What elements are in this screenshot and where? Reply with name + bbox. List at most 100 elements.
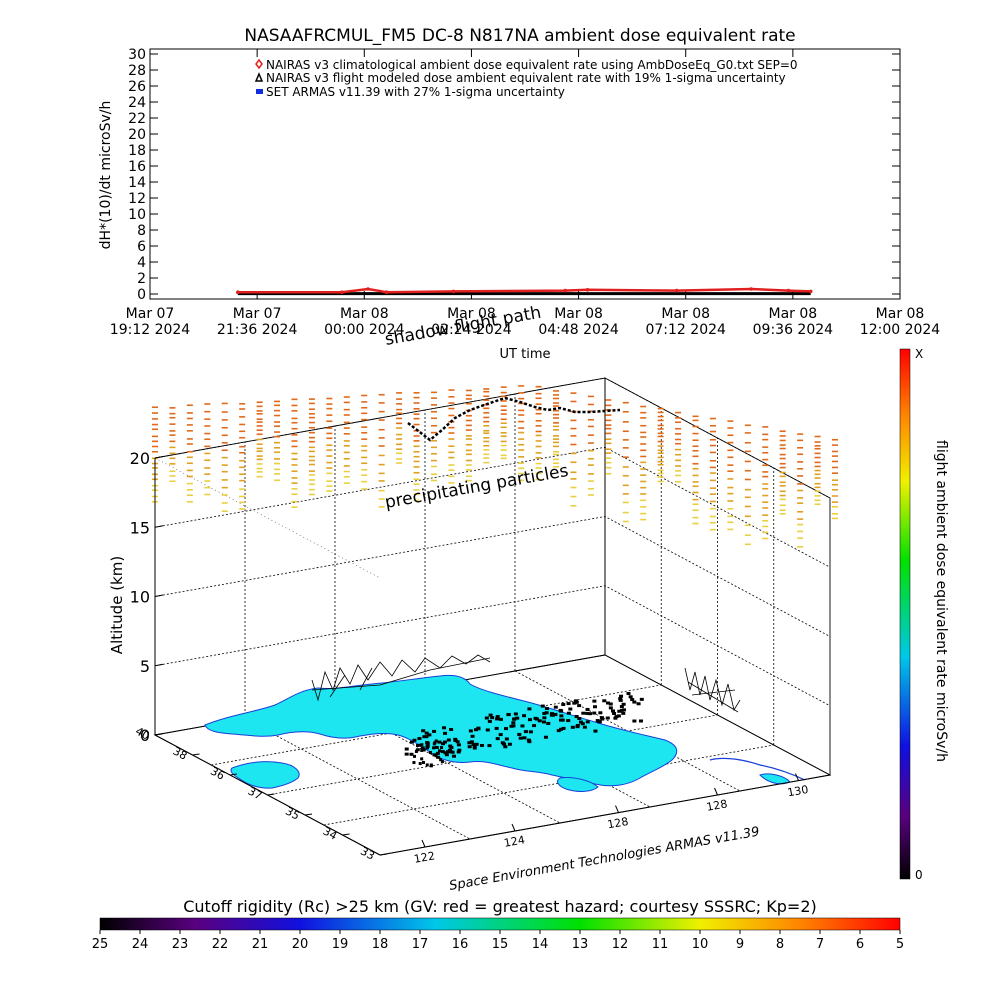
altitude-tick-label: 5 <box>140 657 150 676</box>
altitude-profile-scribble-right <box>684 667 741 713</box>
latitude-tick-label: 37 <box>246 785 264 803</box>
track-point <box>432 746 436 750</box>
track-point <box>412 738 417 742</box>
track-point <box>488 713 493 717</box>
track-point <box>425 763 429 767</box>
track-point <box>420 757 424 761</box>
track-point <box>540 704 545 708</box>
track-point <box>501 742 506 746</box>
precipitating-particles-label: precipitating particles <box>383 461 570 513</box>
track-point <box>619 694 624 698</box>
cutoff-tick-label: 23 <box>172 937 189 952</box>
coast-east <box>709 757 806 781</box>
dose-colorbar <box>899 348 911 880</box>
track-point <box>429 764 433 768</box>
latitude-tick-mark <box>229 773 238 776</box>
latitude-tick-label: 34 <box>321 825 339 843</box>
track-point <box>621 711 626 715</box>
track-point <box>439 758 443 762</box>
cutoff-colorbar-title: Cutoff rigidity (Rc) >25 km (GV: red = g… <box>183 897 817 916</box>
y-tick-label: 26 <box>128 79 146 95</box>
chart-title: NASAAFRCMUL_FM5 DC-8 N817NA ambient dose… <box>244 26 795 46</box>
track-point <box>404 747 409 751</box>
series-climatological-point <box>749 287 753 291</box>
track-point <box>484 716 489 720</box>
cutoff-tick-label: 9 <box>736 937 744 952</box>
longitude-tick-mark <box>615 805 619 813</box>
y-tick-label: 8 <box>137 223 146 239</box>
track-point <box>432 753 437 757</box>
series-climatological-point <box>585 288 590 292</box>
track-point <box>455 740 460 744</box>
track-point <box>434 754 438 758</box>
series-climatological-point <box>786 288 791 293</box>
track-point <box>598 711 603 715</box>
track-point <box>535 717 540 721</box>
track-point <box>446 738 451 742</box>
x-tick-label-time: 07:12 2024 <box>645 322 726 338</box>
track-point <box>613 716 618 720</box>
track-point <box>409 740 414 744</box>
cutoff-tick-label: 14 <box>532 937 549 952</box>
track-point <box>619 708 624 712</box>
latitude-tick-mark <box>154 733 163 736</box>
track-point <box>472 744 477 748</box>
altitude-profile-scribble <box>311 654 491 702</box>
altitude-grid-line <box>154 585 831 707</box>
track-point <box>581 711 586 715</box>
y-tick-label: 22 <box>128 111 146 127</box>
track-point <box>561 702 566 706</box>
track-point <box>630 698 635 702</box>
y-tick-label: 6 <box>137 239 146 255</box>
track-point <box>527 718 532 722</box>
track-point <box>467 741 472 745</box>
track-point <box>504 737 509 741</box>
series-climatological-point <box>384 290 389 295</box>
cutoff-tick-label: 13 <box>572 937 589 952</box>
track-point <box>451 754 456 758</box>
track-point <box>518 736 523 740</box>
track-point <box>611 709 616 713</box>
series-climatological-point <box>235 290 240 295</box>
track-point <box>556 729 561 733</box>
track-point <box>542 716 547 720</box>
series-layer <box>235 287 813 296</box>
series-climatological-line <box>237 287 811 294</box>
x-tick-label-time: 00:00 2024 <box>324 322 405 338</box>
track-point <box>504 727 509 731</box>
track-point <box>544 711 549 715</box>
track-point <box>442 740 447 744</box>
altitude-tick-mark <box>154 456 164 459</box>
cutoff-tick-label: 19 <box>332 937 349 952</box>
y-tick-label: 0 <box>137 287 146 303</box>
legend: NAIRAS v3 climatological ambient dose eq… <box>254 58 798 99</box>
x-tick-label-date: Mar 08 <box>340 306 389 322</box>
track-point <box>605 701 610 705</box>
3d-altitude-panel: shadow flight path precipitating particl… <box>108 303 838 894</box>
track-point <box>515 716 520 720</box>
track-point <box>420 746 425 750</box>
track-point <box>551 713 556 717</box>
track-point <box>421 760 425 764</box>
latitude-tick-mark <box>304 813 313 816</box>
floor-grid-line <box>334 702 561 824</box>
track-point <box>543 735 548 739</box>
track-point <box>447 748 452 752</box>
altitude-tick-mark <box>154 525 164 528</box>
y-tick-label: 4 <box>137 255 146 271</box>
track-point <box>632 719 637 723</box>
track-point <box>453 737 458 741</box>
longitude-tick-label: 128 <box>606 815 629 831</box>
x-tick-label-time: 19:12 2024 <box>110 322 191 338</box>
track-point <box>449 728 454 732</box>
track-point <box>614 715 619 719</box>
altitude-tick-label: 0 <box>140 726 150 745</box>
y-tick-label: 2 <box>137 271 146 287</box>
track-point <box>522 714 527 718</box>
longitude-tick-label: 124 <box>503 833 526 849</box>
cutoff-tick-label: 21 <box>252 937 269 952</box>
